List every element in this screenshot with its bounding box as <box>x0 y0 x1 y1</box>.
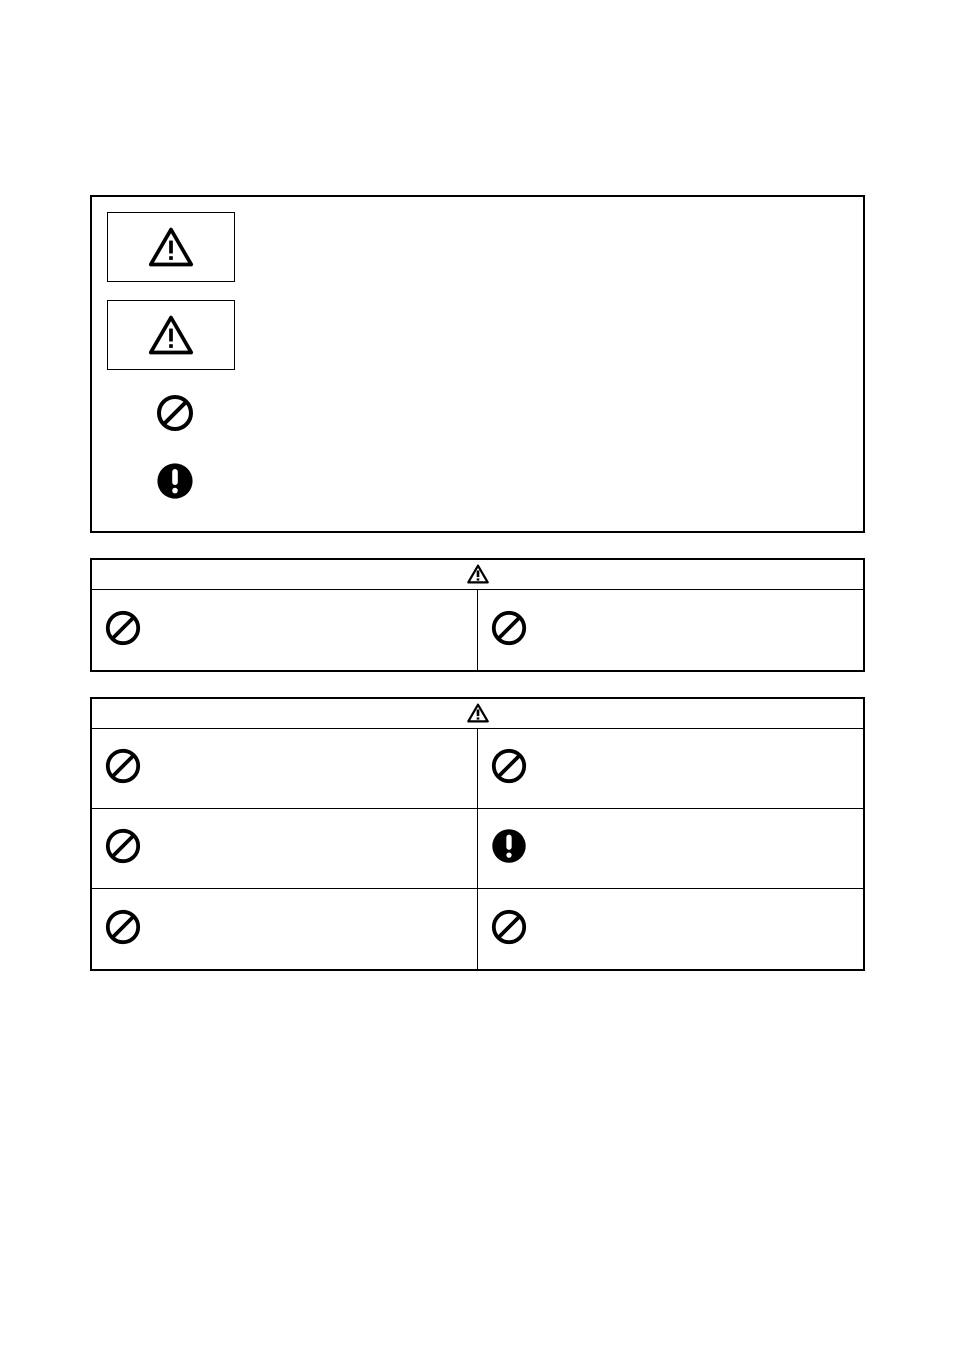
warning-table-header <box>92 699 863 729</box>
legend-row <box>107 212 848 282</box>
legend-prohibit <box>107 388 235 438</box>
warning-triangle-icon <box>148 226 194 268</box>
warning-triangle-icon <box>467 703 489 723</box>
prohibit-circle-icon <box>104 747 142 785</box>
warning-triangle-icon <box>148 314 194 356</box>
legend-warning-box <box>107 212 235 282</box>
warning-table-1 <box>90 558 865 672</box>
mandatory-circle-icon <box>155 461 195 501</box>
prohibit-circle-icon <box>104 609 142 647</box>
safety-page <box>90 195 865 996</box>
prohibit-circle-icon <box>104 827 142 865</box>
table-cell <box>478 590 863 670</box>
warning-table-2 <box>90 697 865 971</box>
legend-row <box>107 300 848 370</box>
table-row <box>92 590 863 670</box>
table-row <box>92 889 863 969</box>
mandatory-circle-icon <box>490 827 528 865</box>
table-row <box>92 809 863 889</box>
table-cell <box>92 889 478 969</box>
prohibit-circle-icon <box>104 908 142 946</box>
prohibit-circle-icon <box>490 908 528 946</box>
legend-row <box>107 456 848 506</box>
warning-triangle-icon <box>467 564 489 584</box>
table-cell <box>478 889 863 969</box>
table-cell <box>92 729 478 809</box>
table-row <box>92 729 863 809</box>
legend-row <box>107 388 848 438</box>
legend-mandatory <box>107 456 235 506</box>
warning-table-header <box>92 560 863 590</box>
prohibit-circle-icon <box>490 747 528 785</box>
legend-caution-box <box>107 300 235 370</box>
table-cell <box>92 590 478 670</box>
prohibit-circle-icon <box>155 393 195 433</box>
prohibit-circle-icon <box>490 609 528 647</box>
table-cell <box>478 729 863 809</box>
table-cell <box>92 809 478 889</box>
table-cell <box>478 809 863 889</box>
legend-box <box>90 195 865 533</box>
